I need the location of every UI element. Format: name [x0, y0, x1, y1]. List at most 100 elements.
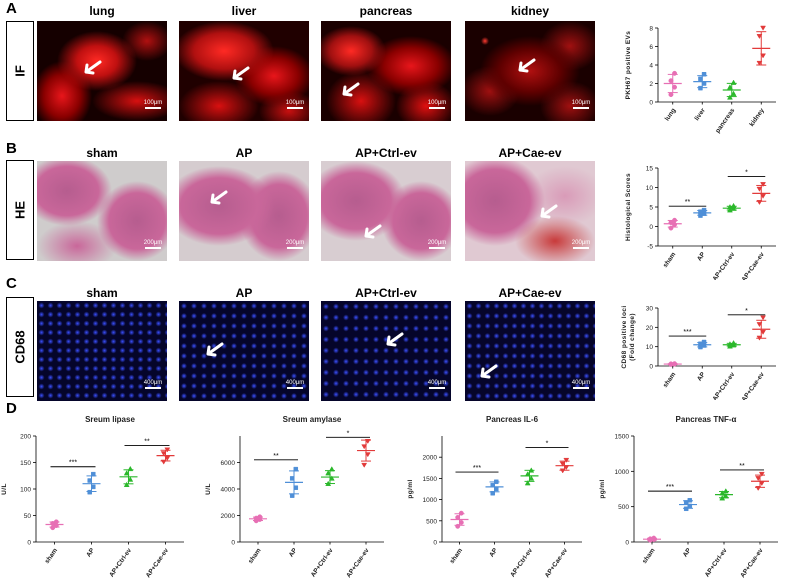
chart-a-point	[672, 84, 678, 90]
chart-d4-sig-label: **	[739, 463, 745, 470]
chart-d1-point	[123, 470, 130, 476]
chart-a-pkh67: 0 2 4 6 8 PKH67 positive EVs lung liver pancreas…	[625, 26, 776, 135]
chart-d1-xtick-label: sham	[44, 547, 60, 565]
chart-d1-ytick-label: 100	[20, 487, 31, 494]
chart-c-point	[672, 361, 678, 367]
chart-d1-ylabel: U/L	[1, 483, 8, 495]
chart-d2-point	[257, 514, 263, 520]
chart-d3-ytick-label: 1000	[423, 497, 438, 504]
chart-a-point	[668, 92, 674, 98]
panel-letter-b: B	[6, 140, 17, 157]
chart-a-ytick-label: 8	[649, 26, 653, 33]
panel-letter-d: D	[6, 400, 17, 417]
chart-d3-point	[563, 457, 570, 463]
img-title-c-ctrl: AP+Ctrl-ev	[355, 286, 417, 300]
chart-d2-ytick-label: 4000	[221, 487, 236, 494]
chart-d3-point	[490, 482, 495, 488]
chart-a-point	[701, 81, 707, 86]
chart-a-point	[756, 34, 763, 40]
scale-label-a1: 100μm	[143, 100, 163, 106]
img-title-c-sham: sham	[86, 286, 118, 300]
chart-d4-xtick-label: sham	[641, 547, 657, 565]
arrow-icon	[232, 66, 250, 81]
img-title-b-ctrl: AP+Ctrl-ev	[355, 146, 417, 160]
chart-d3-xtick-label: AP	[488, 547, 499, 559]
chart-d3-sig-label: *	[546, 440, 549, 447]
chart-c-point	[756, 335, 763, 341]
scale-label-a4: 100μm	[571, 100, 591, 106]
chart-d3-point	[490, 490, 495, 496]
chart-d2-ylabel: U/L	[205, 483, 212, 495]
chart-d2-point	[325, 480, 332, 486]
scale-bar-a2: 100μm	[282, 100, 308, 109]
chart-d3-ytick-label: 0	[433, 540, 437, 547]
chart-d3-point	[458, 510, 464, 516]
chart-c-cd68: 0 10 20 30 CD68 positive loci (Fold change) sh…	[621, 305, 776, 400]
img-title-c-cae: AP+Cae-ev	[498, 286, 562, 300]
chart-a-point	[730, 79, 737, 85]
if-image-kidney	[465, 21, 595, 121]
scale-label-b3: 200μm	[427, 240, 447, 246]
chart-d2-point	[328, 475, 335, 481]
chart-a-point	[668, 78, 674, 84]
chart-d3-title: Pancreas IL-6	[486, 415, 539, 424]
chart-d3-point	[494, 479, 499, 485]
panel-letter-c: C	[6, 275, 17, 292]
he-image-ap	[179, 161, 309, 261]
chart-d2-point	[364, 452, 371, 458]
scale-label-b2: 200μm	[285, 240, 305, 246]
chart-d3-point	[563, 465, 570, 471]
scale-label-a2: 100μm	[285, 100, 305, 106]
chart-c-point	[701, 339, 707, 345]
scale-bar-a1: 100μm	[140, 100, 166, 109]
chart-d4-point	[722, 493, 729, 499]
chart-b-ytick-label: 15	[646, 166, 654, 173]
scale-bar-c3: 400μm	[424, 380, 450, 389]
chart-b-xtick-label: sham	[662, 251, 678, 269]
chart-d1-point	[160, 459, 167, 465]
chart-d3-xtick-label: AP+Cae-ev	[544, 547, 570, 579]
cd68-image-cae	[465, 301, 595, 401]
chart-d4-ytick-label: 1500	[615, 434, 630, 441]
chart-d1-point	[53, 519, 59, 525]
chart-d2-ytick-label: 0	[231, 540, 235, 547]
img-title-pancreas: pancreas	[359, 4, 413, 18]
chart-d1-title: Sreum lipase	[85, 415, 135, 424]
scale-label-a3: 100μm	[427, 100, 447, 106]
img-title-liver: liver	[231, 4, 257, 18]
chart-d3-point	[458, 520, 464, 525]
row-label-he: HE	[6, 160, 34, 260]
chart-b-xtick-label: AP+Cae-ev	[741, 251, 767, 280]
chart-d1-point	[160, 451, 167, 457]
chart-d3-ylabel: pg/ml	[407, 479, 414, 498]
chart-d1-point	[164, 456, 171, 461]
chart-a-xtick-label: liver	[693, 107, 707, 122]
img-title-lung: lung	[89, 4, 115, 18]
arrow-icon	[210, 190, 228, 205]
arrow-icon	[206, 342, 224, 357]
chart-b-ytick-label: -5	[647, 244, 653, 251]
chart-d3-point	[559, 468, 566, 474]
chart-d4-point	[758, 471, 765, 477]
chart-d4-title: Pancreas TNF-α	[676, 415, 737, 424]
chart-a-ytick-label: 2	[649, 81, 653, 88]
chart-d1-ytick-label: 200	[20, 434, 31, 441]
chart-d4-point	[758, 481, 765, 487]
chart-d4-ytick-label: 500	[618, 504, 629, 511]
img-title-kidney: kidney	[510, 4, 549, 18]
scale-label-c2: 400μm	[285, 380, 305, 386]
chart-d2-title: Sreum amylase	[283, 415, 342, 424]
chart-c-point	[730, 339, 737, 346]
chart-d3-point	[494, 486, 499, 492]
cd68-image-ctrl	[321, 301, 451, 401]
scale-label-c3: 400μm	[427, 380, 447, 386]
chart-a-point	[760, 53, 766, 59]
row-label-cd68: CD68	[6, 297, 34, 397]
chart-d1-sig-label: **	[144, 439, 150, 446]
chart-c-ytick-label: 10	[646, 344, 654, 351]
scale-label-c1: 400μm	[143, 380, 163, 386]
chart-d3-ytick-label: 500	[426, 518, 437, 525]
chart-d1-xtick-label: AP+Cae-ev	[145, 547, 171, 579]
chart-d3-sig-label: ***	[473, 465, 481, 472]
scale-bar-c1: 400μm	[140, 380, 166, 389]
